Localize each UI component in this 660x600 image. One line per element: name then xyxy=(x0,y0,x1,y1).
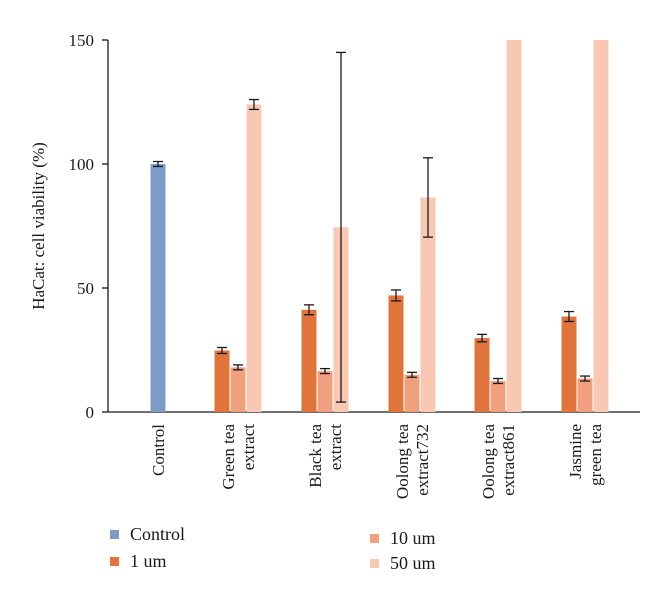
y-tick-label: 50 xyxy=(77,279,94,298)
y-tick-label: 0 xyxy=(86,403,95,422)
bar-10-um xyxy=(490,381,506,412)
bar-50-um xyxy=(593,40,609,412)
error-bar xyxy=(423,157,433,238)
category-label: Black tea extract xyxy=(306,424,345,488)
error-bar xyxy=(304,304,314,316)
error-bar xyxy=(336,51,346,403)
bar-1-um xyxy=(561,316,577,412)
bar-1-um xyxy=(301,309,317,412)
legend-item: 1 um xyxy=(110,551,167,571)
category-label-line: Oolong tea xyxy=(479,424,498,500)
legend-item: 10 um xyxy=(370,528,436,548)
legend-swatch xyxy=(370,534,379,543)
error-bar xyxy=(477,333,487,343)
bar-10-um xyxy=(317,371,333,412)
legend-label: 50 um xyxy=(390,553,436,573)
legend-item: Control xyxy=(110,524,185,544)
bars xyxy=(150,40,609,412)
legend-label: 1 um xyxy=(130,551,167,571)
category-label-line: Jasmine xyxy=(566,424,585,479)
category-label-line: extract861 xyxy=(499,424,518,496)
category-label: Control xyxy=(149,424,168,476)
category-label: Jasmine green tea xyxy=(566,424,605,486)
y-tick-label: 100 xyxy=(69,155,95,174)
bar-10-um xyxy=(577,378,593,412)
category-label-line: green tea xyxy=(586,424,605,486)
error-bar xyxy=(320,367,330,375)
bar-50-um xyxy=(420,197,436,412)
y-axis-label: HaCat: cell viability (%) xyxy=(29,142,48,310)
bar-10-um xyxy=(404,374,420,412)
legend-label: Control xyxy=(130,524,185,544)
category-label: Oolong tea extract732 xyxy=(393,424,432,500)
bar-50-um xyxy=(246,104,262,412)
legend-label: 10 um xyxy=(390,528,436,548)
legend-swatch xyxy=(110,557,119,566)
error-bar xyxy=(391,289,401,302)
category-label-line: Green tea xyxy=(219,424,238,490)
category-label-line: extract732 xyxy=(413,424,432,496)
category-labels: Control Green tea extract Black tea extract O… xyxy=(149,424,605,500)
bar-1-um xyxy=(474,338,490,412)
category-label-line: extract xyxy=(239,424,258,471)
y-tick-label: 150 xyxy=(69,31,95,50)
category-label-line: extract xyxy=(326,424,345,471)
error-bar xyxy=(493,377,503,385)
error-bar xyxy=(217,346,227,355)
legend: Control 1 um 10 um 50 um xyxy=(110,524,436,573)
legend-swatch xyxy=(110,530,119,539)
error-bar xyxy=(564,310,574,323)
category-label-line: Control xyxy=(149,424,168,476)
category-label-line: Black tea xyxy=(306,424,325,488)
bar-1-um xyxy=(214,350,230,412)
bar-10-um xyxy=(230,367,246,412)
error-bar xyxy=(233,364,243,371)
error-bar xyxy=(153,160,163,168)
category-label-line: Oolong tea xyxy=(393,424,412,500)
legend-item: 50 um xyxy=(370,553,436,573)
axes: 0 50 100 150 xyxy=(69,31,640,422)
error-bar xyxy=(249,98,259,111)
bar-50-um xyxy=(506,40,522,412)
bar-control xyxy=(150,164,166,412)
category-label: Oolong tea extract861 xyxy=(479,424,518,500)
category-label: Green tea extract xyxy=(219,424,258,490)
error-bar xyxy=(407,371,417,378)
bar-1-um xyxy=(388,295,404,412)
legend-swatch xyxy=(370,559,379,568)
error-bar xyxy=(580,375,590,382)
